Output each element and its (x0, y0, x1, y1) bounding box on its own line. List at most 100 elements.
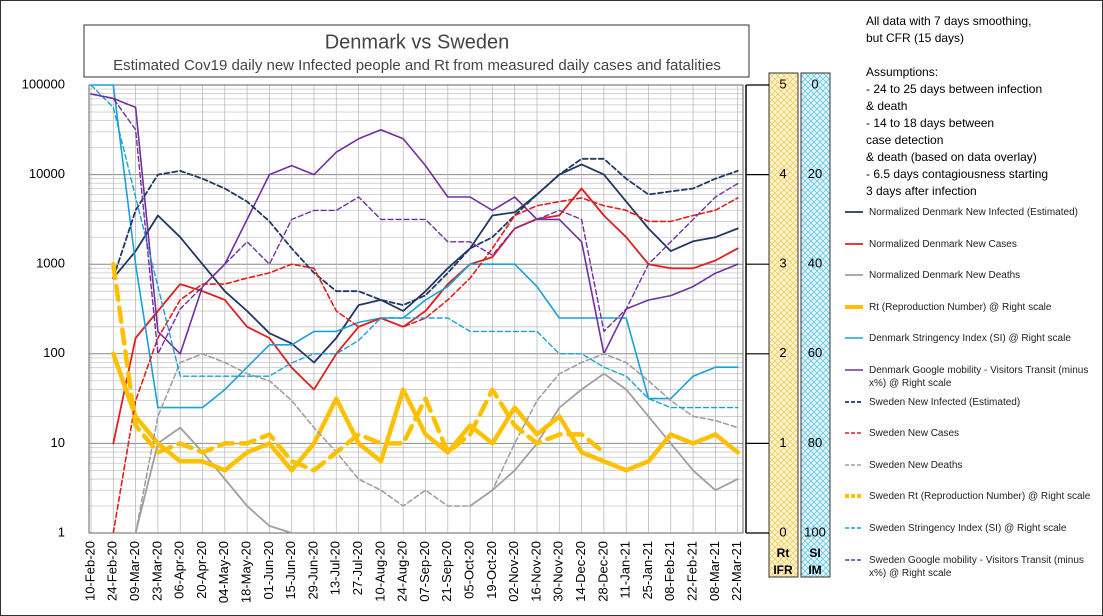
note-line: & death (based on data overlay) (866, 150, 1037, 164)
legend-label: Sweden Stringency Index (SI) @ Right sca… (869, 523, 1067, 534)
legend-swatch (845, 211, 863, 213)
y-tick-label: 1 (58, 524, 65, 539)
note-line: - 14 to 18 days between (866, 116, 995, 130)
si-axis-box (800, 72, 831, 578)
legend-label: Denmark Google mobility - Visitors Trans… (869, 365, 1089, 389)
x-tick-label: 01-Jun-20 (261, 541, 276, 600)
x-tick-label: 10-Feb-20 (82, 541, 97, 601)
note-line: but CFR (15 days) (866, 31, 965, 45)
x-tick-label: 08-Mar-21 (707, 541, 722, 601)
note-group: Assumptions: - 24 to 25 days between infe… (866, 64, 1096, 200)
x-tick-label: 24-Aug-20 (395, 541, 410, 602)
y2-tick-label: 4 (779, 166, 786, 181)
x-tick-label: 08-Feb-21 (662, 541, 677, 601)
legend-swatch (845, 432, 863, 434)
note-line: Assumptions: (866, 65, 939, 79)
legend-swatch (845, 527, 863, 529)
y3-axis-label: IM (808, 563, 821, 577)
series-line (90, 93, 739, 355)
x-tick-label: 25-Jan-21 (640, 541, 655, 600)
legend-swatch (845, 274, 863, 277)
x-tick-label: 04-May-20 (216, 541, 231, 603)
legend-entry: Sweden New Infected (Estimated) (843, 396, 1020, 409)
y2-tick-label: 0 (779, 524, 786, 539)
note-line: 3 days after infection (866, 184, 977, 198)
x-tick-label: 10-Aug-20 (372, 541, 387, 602)
x-tick-label: 30-Nov-20 (551, 541, 566, 602)
legend-label: Normalized Denmark New Cases (869, 238, 1017, 250)
y-tick-label: 100 (43, 345, 65, 360)
series-line (134, 353, 739, 533)
legend-entry: Normalized Denmark New Infected (Estimat… (843, 206, 1078, 219)
legend-entry: Sweden New Cases (843, 427, 959, 440)
legend-entry: Normalized Denmark New Cases (843, 238, 1017, 251)
x-tick-label: 15-Jun-20 (283, 541, 298, 600)
note-line: - 24 to 25 days between infection (866, 82, 1043, 96)
x-tick-label: 23-Mar-20 (149, 541, 164, 601)
series-line (112, 187, 739, 445)
series-line (112, 163, 739, 364)
y2-axis-label: Rt (777, 546, 790, 560)
x-tick-label: 02-Nov-20 (506, 541, 521, 602)
y2-tick-label: 2 (779, 345, 786, 360)
series-line (111, 351, 740, 473)
legend-swatch (845, 558, 863, 561)
legend-swatch (845, 304, 863, 309)
legend-swatch (845, 337, 863, 340)
legend-label: Sweden Rt (Reproduction Number) @ Right … (869, 491, 1091, 503)
series-line (111, 261, 607, 473)
x-tick-label: 21-Sep-20 (439, 541, 454, 602)
chart: Denmark vs Sweden Estimated Cov19 daily … (22, 24, 831, 603)
legend-entry: Normalized Denmark New Deaths (843, 269, 1020, 282)
y3-tick-label: 20 (808, 166, 822, 181)
chart-subtitle: Estimated Cov19 daily new Infected peopl… (113, 57, 721, 74)
legend-entry: Sweden Google mobility - Visitors Transi… (843, 554, 1101, 580)
x-tick-label: 27-Jul-20 (350, 541, 365, 595)
legend-entry: Denmark Stringency Index (SI) @ Right sc… (843, 332, 1071, 345)
x-tick-label: 14-Dec-20 (573, 541, 588, 602)
legend-swatch (845, 494, 863, 499)
note-group: All data with 7 days smoothing, but CFR (… (866, 13, 1096, 47)
legend-swatch (845, 400, 863, 403)
series-line (90, 93, 739, 355)
plot-frame (88, 84, 744, 534)
series-line (90, 84, 739, 409)
series-line (112, 157, 739, 306)
series-line (90, 84, 739, 409)
legend-entry: Rt (Reproduction Number) @ Right scale (843, 301, 1051, 314)
y3-tick-label: 40 (808, 256, 822, 271)
y3-axis-label: SI (809, 546, 820, 560)
x-tick-label: 29-Jun-20 (305, 541, 320, 600)
x-tick-label: 05-Oct-20 (462, 541, 477, 599)
y3-tick-label: 0 (811, 76, 818, 91)
series-line (112, 197, 739, 533)
x-tick-label: 20-Apr-20 (194, 541, 209, 599)
y3-tick-label: 100 (804, 524, 826, 539)
legend-label: Sweden Google mobility - Visitors Transi… (869, 554, 1084, 579)
legend-label: Normalized Denmark New Deaths (869, 270, 1021, 282)
legend-label: Rt (Reproduction Number) @ Right scale (869, 301, 1052, 313)
x-tick-label: 09-Mar-20 (127, 541, 142, 601)
note-line: case detection (866, 133, 944, 147)
y2-tick-label: 3 (779, 256, 786, 271)
legend-label: Sweden New Deaths (869, 459, 963, 471)
y-tick-label: 10 (51, 435, 65, 450)
y3-tick-label: 60 (808, 345, 822, 360)
x-tick-label: 16-Nov-20 (528, 541, 543, 602)
x-tick-label: 24-Feb-20 (105, 541, 120, 601)
rt-axis-box (768, 72, 799, 578)
notes: All data with 7 days smoothing, but CFR (… (866, 13, 1096, 217)
x-tick-label: 19-Oct-20 (484, 541, 499, 599)
chart-title: Denmark vs Sweden (325, 31, 510, 53)
y2-axis-label: IFR (773, 563, 793, 577)
y-tick-label: 1000 (36, 256, 65, 271)
legend-entry: Sweden Stringency Index (SI) @ Right sca… (843, 522, 1066, 535)
x-tick-label: 22-Feb-21 (685, 541, 700, 601)
y-tick-label: 10000 (29, 166, 65, 181)
y3-tick-label: 80 (808, 435, 822, 450)
y2-tick-label: 5 (779, 76, 786, 91)
title-box (83, 24, 750, 78)
legend-label: Sweden New Cases (869, 428, 960, 440)
legend-entry: Sweden Rt (Reproduction Number) @ Right … (843, 490, 1090, 503)
